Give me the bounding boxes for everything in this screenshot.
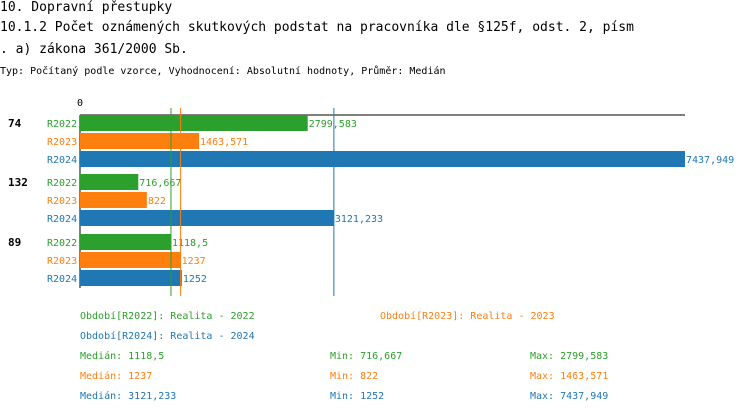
category-label: 132 bbox=[8, 176, 28, 189]
value-label: 1463,571 bbox=[200, 137, 248, 148]
legend-max-r2022: Max: 2799,583 bbox=[530, 351, 609, 362]
chart-title-line-2: . a) zákona 361/2000 Sb. bbox=[0, 42, 188, 57]
section-title: 10. Dopravní přestupky bbox=[0, 0, 173, 15]
series-label-r2022: R2022 bbox=[47, 178, 77, 189]
category-label: 89 bbox=[8, 236, 21, 249]
series-label-r2023: R2023 bbox=[47, 137, 77, 148]
series-label-r2024: R2024 bbox=[47, 214, 77, 225]
value-label: 1118,5 bbox=[172, 238, 208, 249]
value-label: 2799,583 bbox=[309, 119, 357, 130]
bar-r2022-74 bbox=[80, 115, 308, 131]
value-label: 3121,233 bbox=[335, 214, 383, 225]
value-label: 1252 bbox=[183, 274, 207, 285]
legend-max-r2024: Max: 7437,949 bbox=[530, 391, 609, 402]
legend-min-r2022: Min: 716,667 bbox=[330, 351, 403, 362]
legend-max-r2023: Max: 1463,571 bbox=[530, 371, 609, 382]
value-label: 7437,949 bbox=[686, 155, 734, 166]
value-label: 822 bbox=[148, 196, 166, 207]
series-label-r2023: R2023 bbox=[47, 196, 77, 207]
bar-r2024-89 bbox=[80, 270, 182, 286]
bar-r2023-89 bbox=[80, 252, 181, 268]
legend-median-r2024: Medián: 3121,233 bbox=[80, 391, 177, 402]
value-label: 716,667 bbox=[139, 178, 181, 189]
bar-chart: 0 74 R2022 2799,583 R2023 1463,571 R2024 7437,9… bbox=[8, 98, 734, 296]
x-tick-label-zero: 0 bbox=[77, 98, 83, 109]
legend-median-r2022: Medián: 1118,5 bbox=[80, 351, 165, 362]
chart-subtitle: Typ: Počítaný podle vzorce, Vyhodnocení:… bbox=[0, 66, 446, 77]
value-label: 1237 bbox=[182, 256, 206, 267]
series-label-r2024: R2024 bbox=[47, 274, 77, 285]
legend-min-r2023: Min: 822 bbox=[330, 371, 379, 382]
legend-period-r2024: Období[R2024]: Realita - 2024 bbox=[80, 331, 255, 342]
bar-r2022-132 bbox=[80, 174, 139, 190]
bar-r2023-74 bbox=[80, 133, 200, 149]
chart-title-line-1: 10.1.2 Počet oznámených skutkových podst… bbox=[0, 20, 634, 35]
series-label-r2022: R2022 bbox=[47, 238, 77, 249]
category-label: 74 bbox=[8, 117, 22, 130]
bar-r2024-132 bbox=[80, 210, 334, 226]
bar-r2022-89 bbox=[80, 234, 171, 250]
legend-period-r2023: Období[R2023]: Realita - 2023 bbox=[380, 311, 555, 322]
series-label-r2022: R2022 bbox=[47, 119, 77, 130]
legend-period-r2022: Období[R2022]: Realita - 2022 bbox=[80, 311, 255, 322]
legend-median-r2023: Medián: 1237 bbox=[80, 371, 153, 382]
series-label-r2023: R2023 bbox=[47, 256, 77, 267]
bar-r2024-74 bbox=[80, 151, 685, 167]
legend-min-r2024: Min: 1252 bbox=[330, 391, 385, 402]
bar-r2023-132 bbox=[80, 192, 147, 208]
series-label-r2024: R2024 bbox=[47, 155, 77, 166]
